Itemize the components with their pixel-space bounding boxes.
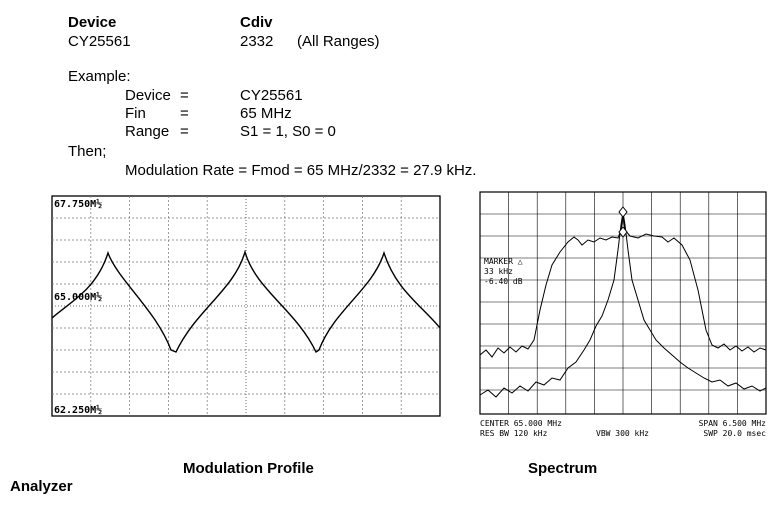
example-label-device: Device: [125, 87, 171, 104]
plot-grid: [52, 196, 440, 416]
example-value-range: S1 = 1, S0 = 0: [240, 123, 336, 140]
example-label-fin: Fin: [125, 105, 146, 122]
example-eq-device: =: [180, 87, 189, 104]
center-freq: CENTER 65.000 MHz: [480, 419, 562, 428]
formula: Modulation Rate = Fmod = 65 MHz/2332 = 2…: [125, 162, 477, 179]
marker-diamond-lower-icon: [618, 226, 628, 238]
modulation-profile-caption: Modulation Profile: [183, 460, 314, 477]
example-value-fin: 65 MHz: [240, 105, 292, 122]
then-label: Then;: [68, 143, 107, 160]
span: SPAN 6.500 MHz: [699, 419, 767, 428]
cdiv-header: Cdiv: [240, 14, 273, 31]
spectrum-caption: Spectrum: [528, 460, 598, 477]
example-label-range: Range: [125, 123, 170, 140]
bottom-freq-label: 62.250M½: [54, 404, 102, 416]
marker-freq: 33 kHz: [484, 267, 513, 276]
device-header: Device: [68, 14, 117, 31]
device-value: CY25561: [68, 33, 131, 50]
plot-center-axes: [52, 196, 440, 416]
marker-diamond-icon: [618, 206, 628, 218]
example-value-device: CY25561: [240, 87, 303, 104]
vbw: VBW 300 kHz: [596, 429, 649, 438]
spectrum-grid: [480, 192, 766, 414]
cdiv-value: 2332: [240, 33, 274, 50]
top-freq-label: 67.750M½: [54, 198, 102, 210]
modulation-profile-plot: 67.750M½ 65.000M½ 62.250M½: [51, 195, 441, 417]
sweep-time: SWP 20.0 msec: [703, 429, 766, 438]
marker-db: -6.40 dB: [484, 277, 523, 286]
analyzer-label: Analyzer: [10, 478, 73, 495]
marker-title: MARKER △: [484, 257, 523, 266]
modulation-trace: [51, 249, 441, 354]
cdiv-note: (All Ranges): [297, 33, 380, 50]
example-eq-fin: =: [180, 105, 189, 122]
example-heading: Example:: [68, 68, 131, 85]
res-bw: RES BW 120 kHz: [480, 429, 548, 438]
mid-freq-label: 65.000M½: [54, 291, 102, 303]
example-eq-range: =: [180, 123, 189, 140]
spectrum-plot: MARKER △ 33 kHz -6.40 dB CENTER 65.000 M…: [479, 191, 767, 438]
